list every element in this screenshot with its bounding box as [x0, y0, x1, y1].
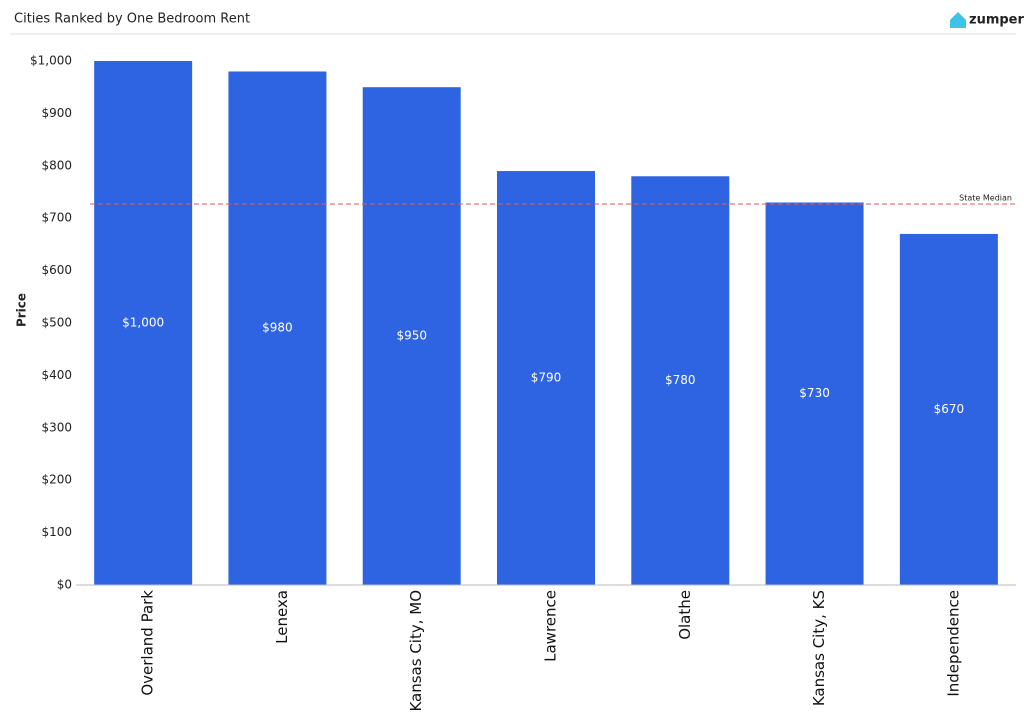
y-tick-label: $900: [41, 106, 72, 120]
y-tick-label: $1,000: [30, 54, 72, 68]
bar: [228, 71, 327, 586]
x-tick-label: Lawrence: [542, 590, 560, 662]
bar: [94, 61, 193, 585]
y-axis-label: Price: [15, 293, 29, 327]
y-tick-label: $100: [41, 525, 72, 539]
x-tick-label: Kansas City, MO: [407, 590, 425, 712]
reference-label: State Median: [959, 194, 1012, 203]
x-tick-label: Kansas City, KS: [810, 590, 828, 706]
y-tick-label: $0: [57, 578, 72, 592]
brand-name: zumper: [969, 13, 1024, 28]
x-tick-label: Lenexa: [273, 590, 291, 644]
x-tick-label: Independence: [944, 590, 962, 697]
y-tick-label: $200: [41, 473, 72, 487]
bar: [497, 171, 595, 586]
value-label: $980: [262, 321, 293, 335]
y-tick-label: $300: [41, 420, 72, 434]
value-label: $790: [531, 371, 562, 385]
y-tick-label: $600: [41, 263, 72, 277]
value-label: $780: [665, 373, 696, 387]
value-label: $950: [396, 329, 427, 343]
y-tick-label: $700: [41, 211, 72, 225]
bar: [362, 87, 461, 585]
y-tick-label: $800: [41, 158, 72, 172]
x-tick-label: Overland Park: [139, 590, 157, 696]
bar: [631, 176, 730, 585]
logo-icon: [950, 12, 966, 28]
value-label: $730: [799, 386, 830, 400]
brand-logo: zumper: [950, 12, 1024, 28]
bar: [765, 202, 864, 586]
bar: [899, 233, 998, 586]
value-label: $1,000: [122, 316, 164, 330]
chart-title: Cities Ranked by One Bedroom Rent: [14, 12, 250, 27]
y-tick-label: $500: [41, 316, 72, 330]
value-label: $670: [934, 402, 965, 416]
y-tick-label: $400: [41, 368, 72, 382]
x-tick-label: Olathe: [676, 590, 694, 640]
